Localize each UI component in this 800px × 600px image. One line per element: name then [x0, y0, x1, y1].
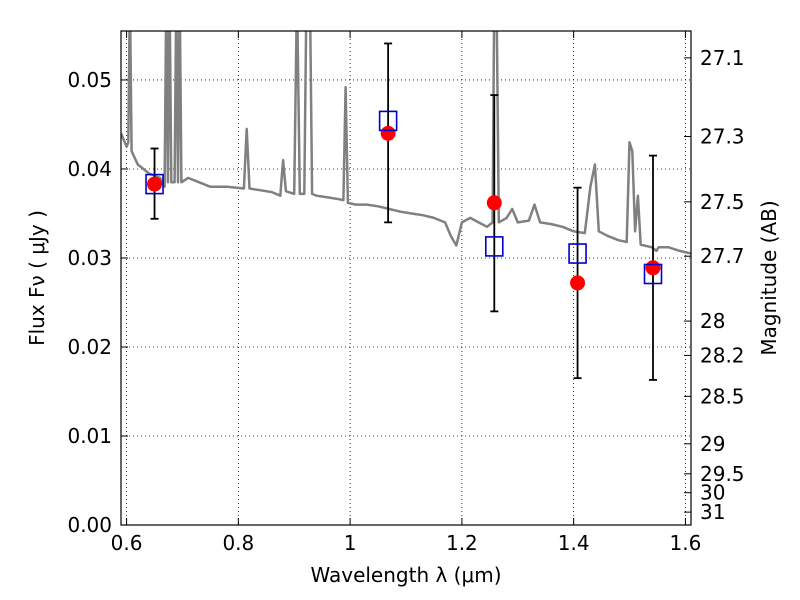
y-axis-label: Flux Fν ( μJy ) — [25, 210, 49, 346]
x-tick-label: 1.2 — [446, 531, 478, 555]
observed-flux-point — [570, 275, 586, 291]
right-tick-label: 28 — [700, 309, 725, 333]
right-tick-label: 31 — [700, 500, 725, 524]
y-tick-label: 0.03 — [67, 246, 112, 270]
right-tick-label: 30 — [700, 481, 725, 505]
y-tick-label: 0.05 — [67, 68, 112, 92]
observed-flux-point — [147, 176, 163, 192]
right-axis-label: Magnitude (AB) — [757, 200, 781, 355]
right-tick-label: 29 — [700, 432, 725, 456]
x-tick-label: 1 — [344, 531, 357, 555]
x-axis-label: Wavelength λ (μm) — [310, 563, 501, 587]
model-flux-square — [484, 236, 504, 257]
y-tick-label: 0.01 — [67, 424, 112, 448]
x-tick-label: 0.8 — [222, 531, 254, 555]
right-tick-label: 27.3 — [700, 124, 745, 148]
right-tick-label: 27.5 — [700, 190, 745, 214]
model-flux-square — [568, 243, 587, 264]
x-tick-label: 1.6 — [670, 531, 702, 555]
right-tick-label: 27.1 — [700, 46, 745, 70]
model-flux-square — [378, 110, 398, 132]
model-flux-square — [643, 263, 663, 285]
observed-flux-point — [380, 125, 396, 141]
right-tick-label: 28.5 — [700, 384, 745, 408]
right-tick-label: 27.7 — [700, 244, 745, 268]
y-tick-label: 0.00 — [67, 513, 112, 537]
observed-flux-point — [486, 195, 502, 211]
x-tick-label: 1.4 — [558, 531, 590, 555]
model-flux-square — [145, 173, 164, 195]
right-tick-label: 28.2 — [700, 343, 745, 367]
y-tick-label: 0.02 — [67, 335, 112, 359]
sed-layer — [121, 31, 691, 255]
model-layer — [145, 110, 663, 285]
observed-flux-point — [645, 260, 661, 276]
x-axis-ticks: 0.6 0.8 1 1.2 1.4 1.6 — [111, 31, 702, 555]
y-tick-label: 0.04 — [67, 157, 112, 181]
sed-model-line — [121, 31, 691, 255]
plot-frame — [120, 30, 692, 526]
right-tick-label: 29.5 — [700, 462, 745, 486]
y-axis-ticks: 0.00 0.01 0.02 0.03 0.04 0.05 — [67, 68, 128, 537]
x-tick-label: 0.6 — [111, 531, 143, 555]
